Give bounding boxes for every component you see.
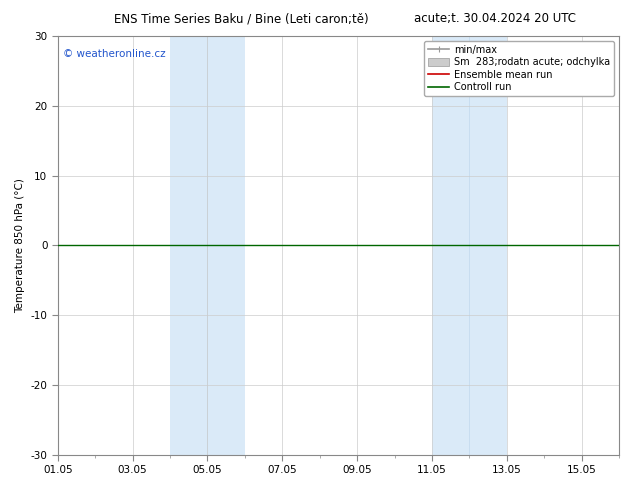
Bar: [170, 36, 245, 455]
Text: ENS Time Series Baku / Bine (Leti caron;tě): ENS Time Series Baku / Bine (Leti caron;…: [113, 12, 368, 25]
Text: acute;t. 30.04.2024 20 UTC: acute;t. 30.04.2024 20 UTC: [413, 12, 576, 25]
Legend: min/max, Sm  283;rodatn acute; odchylka, Ensemble mean run, Controll run: min/max, Sm 283;rodatn acute; odchylka, …: [424, 41, 614, 96]
Bar: [432, 36, 507, 455]
Y-axis label: Temperature 850 hPa (°C): Temperature 850 hPa (°C): [15, 178, 25, 313]
Text: © weatheronline.cz: © weatheronline.cz: [63, 49, 166, 59]
